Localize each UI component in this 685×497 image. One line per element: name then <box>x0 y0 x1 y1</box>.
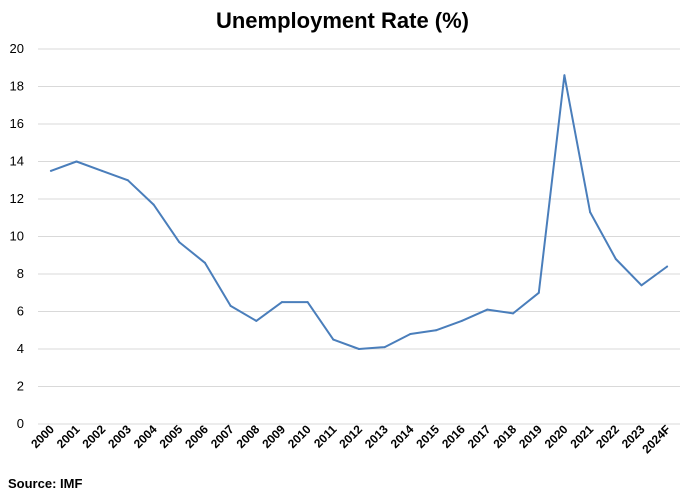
x-tick-label: 2012 <box>336 422 365 451</box>
x-tick-label: 2018 <box>490 422 519 451</box>
x-axis-ticks: 2000200120022003200420052006200720082009… <box>28 422 673 456</box>
x-tick-label: 2024F <box>639 422 673 456</box>
data-point <box>486 308 489 311</box>
data-point <box>383 346 386 349</box>
data-point <box>589 211 592 214</box>
data-point <box>152 203 155 206</box>
source-note: Source: IMF <box>8 476 83 491</box>
y-tick-label: 8 <box>17 266 24 281</box>
y-tick-label: 12 <box>10 191 24 206</box>
x-tick-label: 2004 <box>131 422 160 451</box>
y-tick-label: 14 <box>10 154 24 169</box>
x-tick-label: 2008 <box>234 422 263 451</box>
x-tick-label: 2001 <box>54 422 83 451</box>
data-point <box>75 160 78 163</box>
data-point <box>537 291 540 294</box>
data-point <box>435 329 438 332</box>
x-tick-label: 2020 <box>542 422 571 451</box>
data-point <box>229 304 232 307</box>
data-point <box>203 261 206 264</box>
data-point <box>126 179 129 182</box>
x-tick-label: 2006 <box>182 422 211 451</box>
data-point <box>614 258 617 260</box>
data-point <box>49 169 52 172</box>
x-tick-label: 2021 <box>567 422 596 451</box>
x-tick-label: 2003 <box>105 422 134 451</box>
data-point <box>409 333 412 335</box>
x-tick-label: 2010 <box>285 422 314 451</box>
data-point <box>460 319 463 322</box>
series-line <box>50 74 668 350</box>
y-tick-label: 0 <box>17 416 24 431</box>
series-layer <box>49 74 669 350</box>
y-tick-label: 4 <box>17 341 24 356</box>
y-axis-ticks: 0 2 4 6 8 10 12 14 16 18 20 <box>10 41 24 431</box>
data-point <box>101 169 104 172</box>
data-point <box>332 338 335 341</box>
data-point <box>358 348 360 350</box>
x-tick-label: 2000 <box>28 422 57 451</box>
data-point <box>563 74 566 77</box>
x-tick-label: 2014 <box>388 422 417 451</box>
gridlines <box>38 48 680 425</box>
data-point <box>512 312 515 315</box>
x-tick-label: 2002 <box>80 422 109 451</box>
x-tick-label: 2009 <box>259 422 288 451</box>
data-point <box>666 265 669 268</box>
x-tick-label: 2015 <box>413 422 442 451</box>
x-tick-label: 2007 <box>208 422 237 451</box>
x-tick-label: 2017 <box>465 422 494 451</box>
y-tick-label: 6 <box>17 304 24 319</box>
y-tick-label: 18 <box>10 79 24 94</box>
x-tick-label: 2013 <box>362 422 391 451</box>
x-tick-label: 2019 <box>516 422 545 451</box>
data-point <box>178 241 181 244</box>
data-point <box>280 301 283 304</box>
data-point <box>306 301 309 304</box>
y-tick-label: 20 <box>10 41 24 56</box>
data-point <box>640 284 643 287</box>
x-tick-label: 2022 <box>593 422 622 451</box>
y-tick-label: 2 <box>17 379 24 394</box>
x-tick-label: 2005 <box>157 422 186 451</box>
chart-title: Unemployment Rate (%) <box>215 8 470 33</box>
y-tick-label: 16 <box>10 116 24 131</box>
x-tick-label: 2011 <box>311 422 340 451</box>
y-tick-label: 10 <box>10 229 24 244</box>
data-point <box>255 319 258 322</box>
x-tick-label: 2016 <box>439 422 468 451</box>
